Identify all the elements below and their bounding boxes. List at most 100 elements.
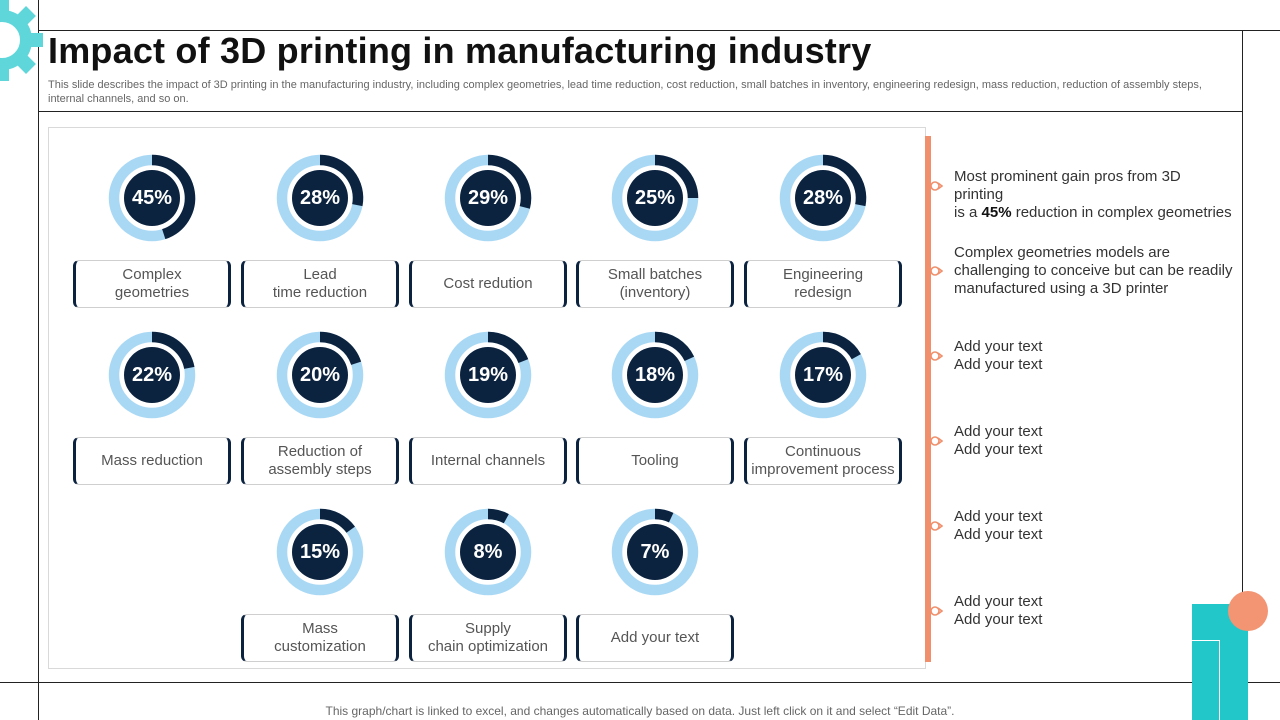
donut-center-item-8 bbox=[460, 347, 516, 403]
category-label-item-7: Reduction of assembly steps bbox=[241, 437, 399, 485]
note-text: Most prominent gain pros from 3D printin… bbox=[954, 168, 1181, 221]
donut-svg-item-9 bbox=[611, 331, 699, 419]
note-2: Complex geometries models are challengin… bbox=[954, 244, 1234, 298]
category-label-item-12: Supply chain optimization bbox=[409, 614, 567, 662]
note-text: Add your text Add your text bbox=[954, 593, 1043, 628]
donut-value-label-item-11: 15% bbox=[299, 540, 341, 563]
timeline-arrow-icon bbox=[930, 351, 943, 361]
category-label-item-5: Engineering redesign bbox=[744, 260, 902, 308]
donut-item-12: 8% bbox=[440, 504, 536, 600]
donut-center-item-7 bbox=[292, 347, 348, 403]
donut-svg-item-5 bbox=[779, 154, 867, 242]
gear-icon bbox=[0, 0, 43, 81]
donut-value-arc-item-11 bbox=[319, 508, 355, 533]
donut-value-arc-item-6 bbox=[151, 331, 195, 370]
donut-svg-item-7 bbox=[276, 331, 364, 419]
timeline-arrow-icon bbox=[930, 266, 943, 276]
donut-value-label-item-3: 29% bbox=[467, 186, 509, 209]
page-subtitle: This slide describes the impact of 3D pr… bbox=[48, 79, 1202, 105]
donut-value-label-item-7: 20% bbox=[299, 363, 341, 386]
note-text: Add your text Add your text bbox=[954, 338, 1043, 373]
frame-line-top bbox=[38, 30, 1280, 31]
timeline-arrow-icon bbox=[930, 436, 943, 446]
donut-value-arc-item-12 bbox=[487, 508, 509, 524]
decor-teal-outline bbox=[1192, 640, 1220, 720]
donut-value-arc-item-1 bbox=[151, 154, 196, 240]
donut-svg-item-4 bbox=[611, 154, 699, 242]
donut-item-10: 17% bbox=[775, 327, 871, 423]
donut-center-item-13 bbox=[627, 524, 683, 580]
donut-item-5: 28% bbox=[775, 150, 871, 246]
donut-value-arc-item-2 bbox=[319, 154, 364, 207]
category-label-item-6: Mass reduction bbox=[73, 437, 231, 485]
page-title: Impact of 3D printing in manufacturing i… bbox=[48, 30, 872, 71]
donut-svg-item-13 bbox=[611, 508, 699, 596]
donut-center-item-9 bbox=[627, 347, 683, 403]
note-text: Add your text Add your text bbox=[954, 508, 1043, 543]
category-label-item-2: Lead time reduction bbox=[241, 260, 399, 308]
donut-svg-item-12 bbox=[444, 508, 532, 596]
category-label-item-8: Internal channels bbox=[409, 437, 567, 485]
donut-value-label-item-1: 45% bbox=[131, 186, 173, 209]
frame-line-header-bottom bbox=[38, 111, 1242, 112]
donut-value-label-item-4: 25% bbox=[634, 186, 676, 209]
category-label-item-9: Tooling bbox=[576, 437, 734, 485]
category-label-item-10: Continuous improvement process bbox=[744, 437, 902, 485]
donut-center-item-11 bbox=[292, 524, 348, 580]
note-6: Add your text Add your text bbox=[954, 593, 1234, 629]
footer-note: This graph/chart is linked to excel, and… bbox=[325, 704, 955, 718]
donut-value-arc-item-5 bbox=[822, 154, 867, 207]
donut-value-label-item-13: 7% bbox=[640, 540, 670, 563]
note-4: Add your text Add your text bbox=[954, 423, 1234, 459]
donut-item-11: 15% bbox=[272, 504, 368, 600]
note-text-end: reduction in complex geometries bbox=[1011, 204, 1232, 221]
donut-svg-item-1 bbox=[108, 154, 196, 242]
donut-center-item-2 bbox=[292, 170, 348, 226]
donut-svg-item-11 bbox=[276, 508, 364, 596]
donut-value-label-item-6: 22% bbox=[131, 363, 173, 386]
donut-center-item-5 bbox=[795, 170, 851, 226]
donut-value-arc-item-10 bbox=[822, 331, 861, 360]
frame-line-bottom bbox=[0, 682, 1280, 683]
note-3: Add your text Add your text bbox=[954, 338, 1234, 374]
category-label-item-11: Mass customization bbox=[241, 614, 399, 662]
timeline-arrow-icon bbox=[930, 606, 943, 616]
donut-value-arc-item-13 bbox=[654, 508, 674, 523]
donut-value-arc-item-8 bbox=[487, 331, 529, 364]
donut-value-label-item-9: 18% bbox=[634, 363, 676, 386]
donut-value-label-item-2: 28% bbox=[299, 186, 341, 209]
note-text: Add your text Add your text bbox=[954, 423, 1043, 458]
donut-svg-item-2 bbox=[276, 154, 364, 242]
donut-center-item-6 bbox=[124, 347, 180, 403]
timeline-arrow-icon bbox=[930, 521, 943, 531]
notes-timeline-bar bbox=[925, 136, 931, 662]
frame-line-left bbox=[38, 0, 39, 720]
donut-item-4: 25% bbox=[607, 150, 703, 246]
note-text: Complex geometries models are challengin… bbox=[954, 244, 1233, 297]
donut-item-13: 7% bbox=[607, 504, 703, 600]
donut-value-arc-item-4 bbox=[654, 154, 699, 199]
donut-svg-item-10 bbox=[779, 331, 867, 419]
category-label-item-3: Cost redution bbox=[409, 260, 567, 308]
donut-item-2: 28% bbox=[272, 150, 368, 246]
category-label-item-13: Add your text bbox=[576, 614, 734, 662]
donut-value-label-item-8: 19% bbox=[467, 363, 509, 386]
donut-item-7: 20% bbox=[272, 327, 368, 423]
donut-item-3: 29% bbox=[440, 150, 536, 246]
donut-chart-panel[interactable]: 45% Complex geometries 28% Lead time reduct… bbox=[48, 127, 926, 669]
category-label-item-1: Complex geometries bbox=[73, 260, 231, 308]
donut-item-1: 45% bbox=[104, 150, 200, 246]
donut-svg-item-8 bbox=[444, 331, 532, 419]
donut-value-arc-item-7 bbox=[319, 331, 362, 366]
note-highlight: 45% bbox=[981, 204, 1012, 221]
donut-svg-item-3 bbox=[444, 154, 532, 242]
donut-value-label-item-5: 28% bbox=[802, 186, 844, 209]
donut-value-label-item-10: 17% bbox=[802, 363, 844, 386]
donut-center-item-12 bbox=[460, 524, 516, 580]
donut-center-item-10 bbox=[795, 347, 851, 403]
decor-orange-circle bbox=[1228, 591, 1268, 631]
note-5: Add your text Add your text bbox=[954, 508, 1234, 544]
donut-center-item-4 bbox=[627, 170, 683, 226]
donut-value-arc-item-3 bbox=[487, 154, 532, 209]
donut-center-item-1 bbox=[124, 170, 180, 226]
